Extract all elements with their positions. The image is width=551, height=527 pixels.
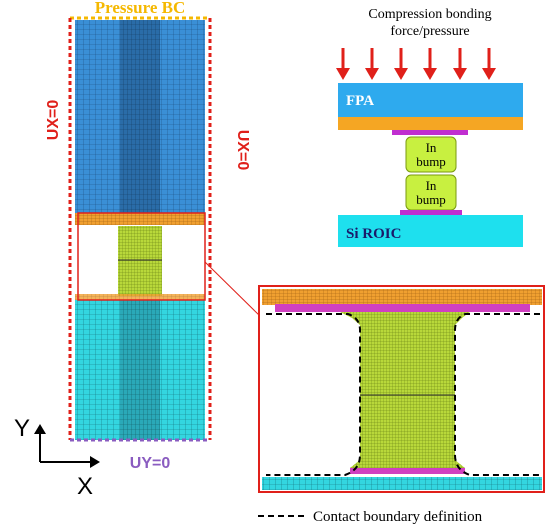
axis-y: Y <box>14 415 30 442</box>
force-arrows <box>336 48 496 80</box>
mesh-model <box>70 18 210 440</box>
zoom-connector <box>205 262 262 318</box>
bump-label: bump <box>416 154 446 169</box>
bottom-bc: UY=0 <box>130 455 171 472</box>
bump-label: bump <box>416 192 446 207</box>
force-label: force/pressure <box>390 24 469 39</box>
legend-label: Contact boundary definition <box>313 509 483 525</box>
axis-x: X <box>77 473 93 500</box>
bump-label: In <box>426 178 437 193</box>
bump-label: In <box>426 140 437 155</box>
roic-label: Si ROIC <box>346 226 401 242</box>
fpa-label: FPA <box>346 93 374 109</box>
left-bc: UX=0 <box>45 100 62 141</box>
force-label: Compression bonding <box>368 7 491 22</box>
pressure-bc: Pressure BC <box>95 0 186 17</box>
right-bc: UX=0 <box>234 130 251 171</box>
figure: Pressure BC UX=0 UX=0 UY=0 Y X Compressi… <box>0 0 551 527</box>
zoom-view <box>259 286 544 492</box>
